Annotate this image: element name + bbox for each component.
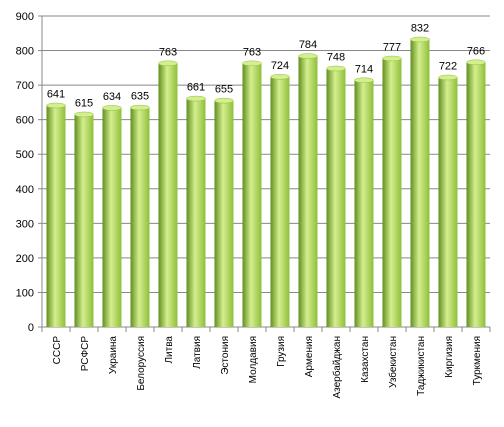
y-tick-label: 900 <box>16 11 34 23</box>
bar-top-12 <box>382 55 402 62</box>
bar-top-8 <box>270 74 290 80</box>
data-label-6: 655 <box>215 84 233 96</box>
bar-top-3 <box>130 104 150 111</box>
y-tick-label: 500 <box>16 149 34 161</box>
data-label-11: 714 <box>355 63 373 75</box>
data-labels: 641 615 634 635 763 661 655 763 724 784 748 714 777 8… <box>47 22 485 109</box>
bar-5 <box>186 98 206 328</box>
y-tick-labels: 0 100 200 300 400 500 600 700 800 900 <box>16 11 34 334</box>
y-tick-label: 200 <box>16 253 34 265</box>
bar-top-2 <box>102 105 122 111</box>
bar-11 <box>354 80 374 327</box>
bar-10 <box>326 68 346 327</box>
bar-9 <box>298 56 318 328</box>
category-label-3: Белоруссия <box>136 336 147 391</box>
category-label-1: РСФСР <box>80 336 91 372</box>
category-label-7: Молдавия <box>248 336 259 383</box>
y-tick-label: 0 <box>28 322 34 334</box>
bar-4 <box>158 63 178 327</box>
y-tick-label: 100 <box>16 287 34 299</box>
category-label-0: СССР <box>52 336 63 365</box>
bar-top-15 <box>466 59 486 66</box>
bar-top-10 <box>326 65 346 72</box>
data-label-1: 615 <box>75 97 93 109</box>
data-label-12: 777 <box>383 42 401 54</box>
y-tick-label: 800 <box>16 46 34 58</box>
data-label-2: 634 <box>103 91 121 103</box>
data-label-7: 763 <box>243 46 261 58</box>
data-label-9: 784 <box>299 39 317 51</box>
bar-top-14 <box>438 74 458 81</box>
data-label-14: 722 <box>439 61 457 73</box>
y-tick-label: 600 <box>16 115 34 127</box>
data-label-3: 635 <box>131 91 149 103</box>
data-label-0: 641 <box>47 88 65 100</box>
bar-12 <box>382 58 402 328</box>
bar-15 <box>466 62 486 327</box>
bar-0 <box>46 105 66 327</box>
category-label-6: Эстония <box>220 336 231 375</box>
data-label-8: 724 <box>271 60 289 72</box>
category-label-4: Литва <box>164 336 175 364</box>
category-label-15: Туркмения <box>472 336 483 385</box>
bar-13 <box>410 39 430 328</box>
bar-top-11 <box>354 77 374 84</box>
data-label-10: 748 <box>327 52 345 64</box>
bar-7 <box>242 63 262 327</box>
category-label-14: Киргизия <box>444 336 455 378</box>
x-tick-labels: СССР РСФСР Украина Белоруссия Литва Латвия Эст… <box>52 336 483 399</box>
category-label-12: Узбекистан <box>387 336 399 388</box>
bar-1 <box>74 114 94 327</box>
bar-14 <box>438 77 458 328</box>
bars <box>46 36 486 328</box>
y-tick-label: 700 <box>16 80 34 92</box>
category-label-2: Украина <box>108 336 119 375</box>
category-label-5: Латвия <box>192 336 203 369</box>
bar-top-6 <box>214 97 234 104</box>
data-label-13: 832 <box>411 22 429 34</box>
bar-top-9 <box>298 53 318 59</box>
bar-6 <box>214 100 234 328</box>
bar-top-0 <box>46 102 66 109</box>
y-tick-label: 300 <box>16 218 34 230</box>
bar-top-4 <box>158 60 178 67</box>
bar-3 <box>130 107 150 327</box>
category-label-10: Азербайджан <box>331 336 343 399</box>
category-label-9: Армения <box>304 336 315 377</box>
category-label-11: Казахстан <box>360 336 371 383</box>
bar-top-13 <box>410 36 430 43</box>
data-label-4: 763 <box>159 46 177 58</box>
bar-top-7 <box>242 60 262 67</box>
data-label-15: 766 <box>467 45 485 57</box>
bar-8 <box>270 76 290 327</box>
category-label-8: Грузия <box>276 336 287 367</box>
category-label-13: Таджикистан <box>416 336 427 396</box>
bar-top-1 <box>74 111 94 118</box>
data-label-5: 661 <box>187 82 205 94</box>
bar-2 <box>102 107 122 327</box>
bar-top-5 <box>186 95 206 102</box>
y-tick-label: 400 <box>16 184 34 196</box>
